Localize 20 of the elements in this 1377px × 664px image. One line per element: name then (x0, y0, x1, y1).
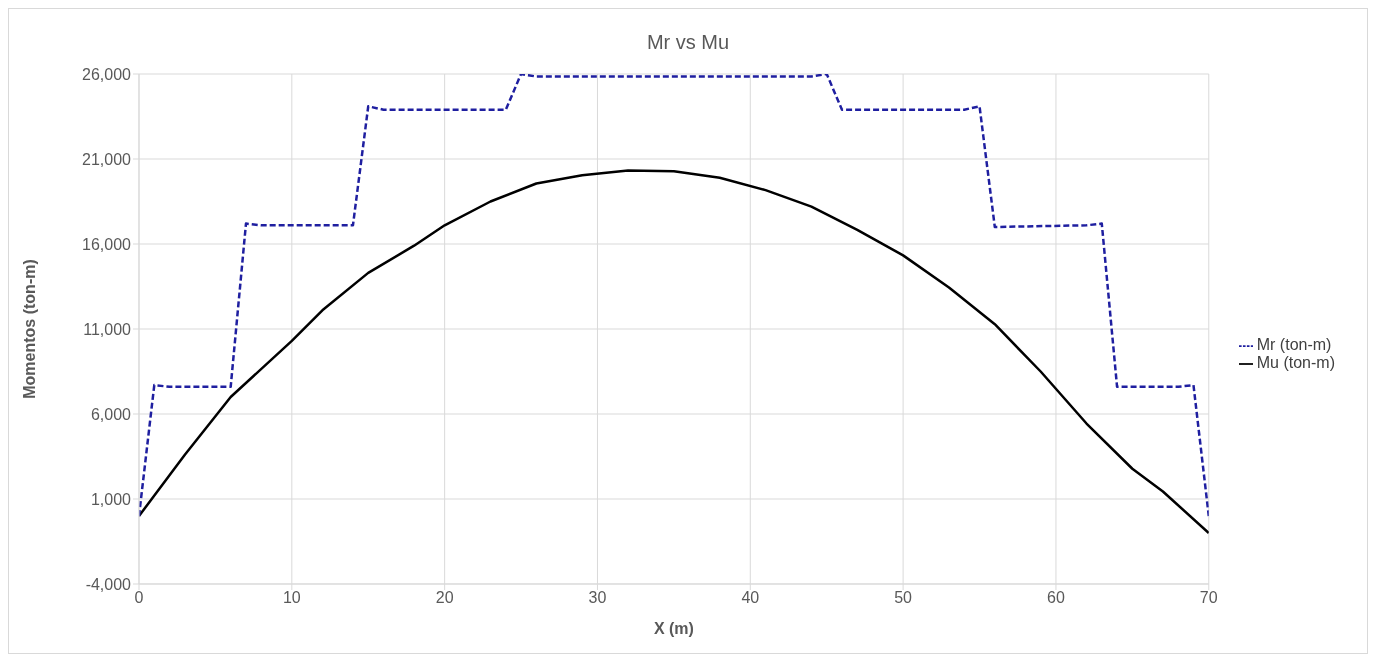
x-tick-label: 0 (134, 589, 144, 607)
y-tick-label: 6,000 (90, 405, 132, 423)
x-tick-label: 40 (741, 589, 760, 607)
x-tick-label: 20 (435, 589, 454, 607)
x-axis-title: X (m) (653, 620, 694, 637)
y-tick-label: 1,000 (90, 490, 132, 508)
y-tick-label: 11,000 (83, 320, 132, 338)
x-tick-label: 70 (1199, 589, 1218, 607)
legend-label: Mr (ton-m) (1256, 336, 1332, 353)
y-tick-label: -4,000 (85, 575, 132, 593)
y-tick-label: 26,000 (82, 65, 132, 83)
y-tick-label: 21,000 (82, 150, 132, 168)
x-tick-label: 60 (1047, 589, 1065, 607)
x-tick-label: 30 (588, 589, 607, 607)
legend-label: Mu (ton-m) (1256, 354, 1335, 371)
x-tick-label: 10 (282, 589, 301, 607)
chart-title: Mr vs Mu (645, 31, 731, 54)
y-axis-title: Momentos (ton-m) (20, 259, 38, 399)
y-tick-label: 16,000 (82, 235, 132, 253)
x-tick-label: 50 (894, 589, 913, 607)
